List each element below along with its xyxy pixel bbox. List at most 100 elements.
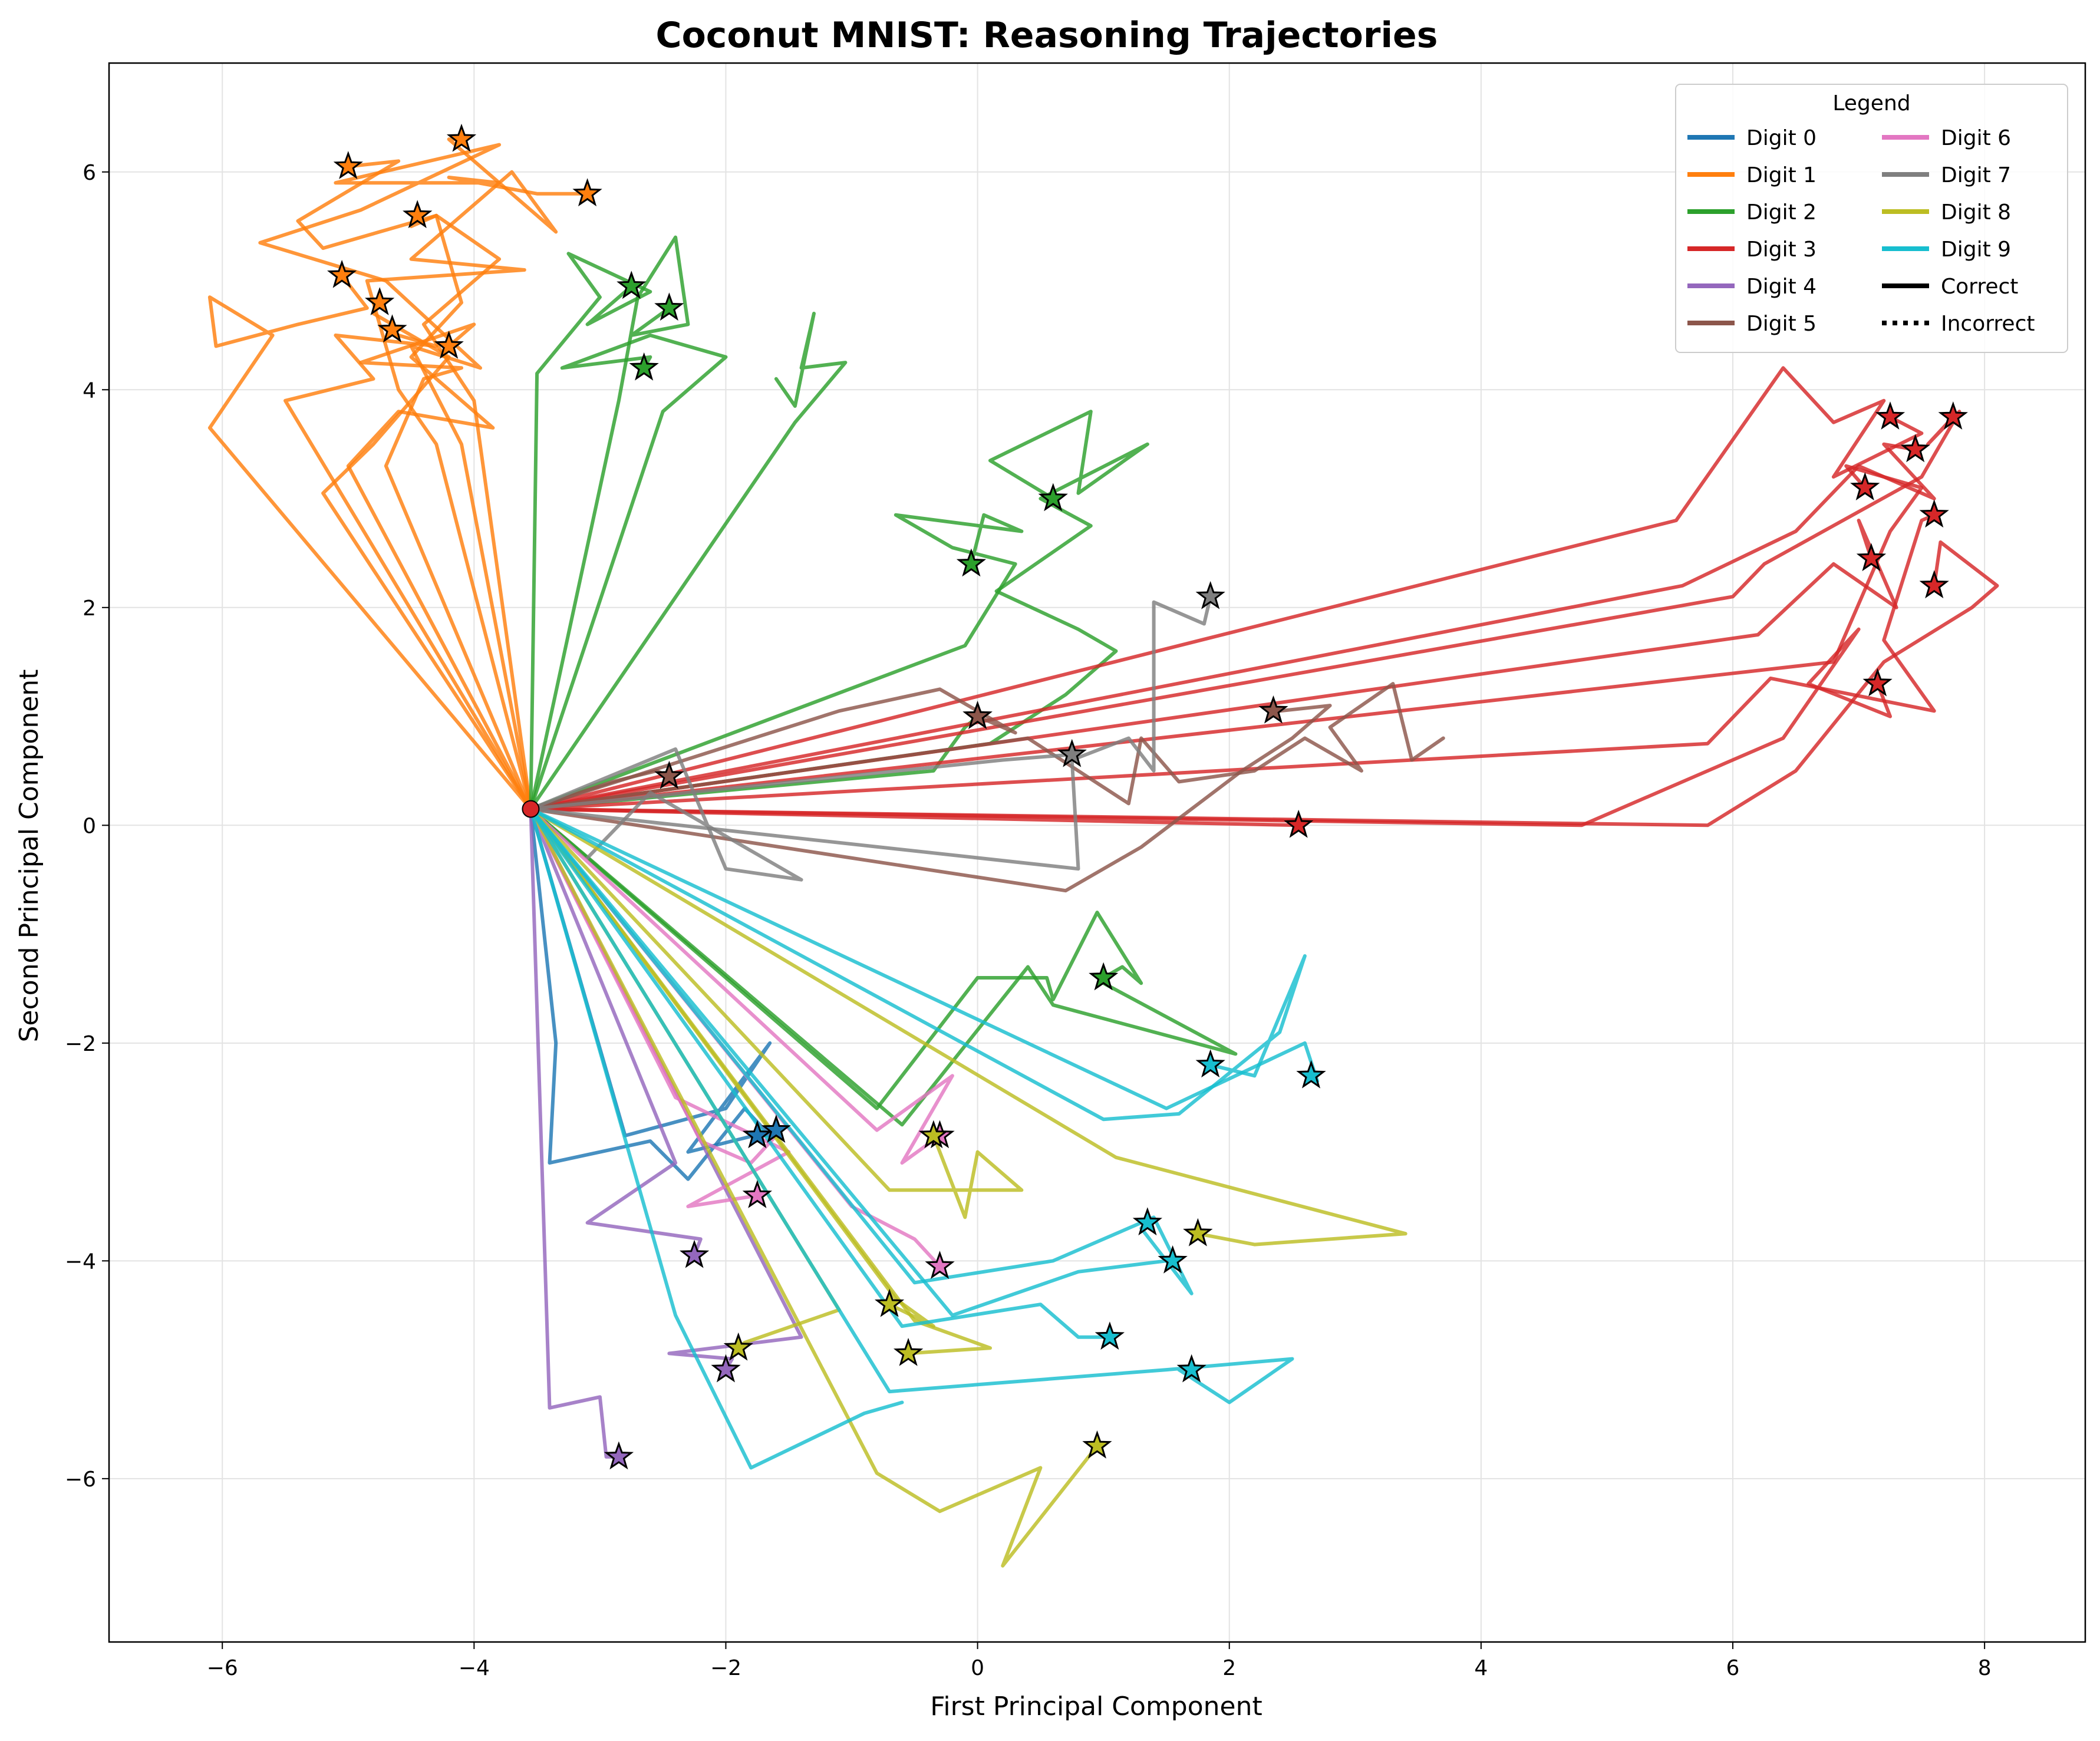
trajectory-line-digit-3	[529, 410, 1961, 811]
origin-point	[522, 800, 540, 818]
end-star-digit-1	[327, 259, 357, 288]
legend-label: Digit 3	[1746, 238, 1817, 262]
end-star-digit-3	[1862, 668, 1893, 697]
trajectory-line-digit-4	[529, 807, 703, 1258]
end-star-digit-3	[1875, 401, 1906, 430]
end-star-digit-3	[1900, 434, 1930, 463]
y-tick-label: 0	[83, 814, 96, 838]
x-tick-label: −2	[710, 1656, 741, 1680]
legend-label: Digit 8	[1941, 200, 2011, 225]
trajectory-line-digit-3	[529, 513, 1936, 811]
x-tick-label: 8	[1978, 1656, 1992, 1680]
end-star-digit-5	[962, 701, 993, 729]
end-star-digit-9	[1158, 1245, 1188, 1274]
legend-label: Digit 4	[1746, 275, 1817, 299]
trajectory-line-digit-7	[529, 747, 803, 882]
y-tick-label: 2	[83, 596, 96, 621]
x-tick-label: −4	[459, 1656, 490, 1680]
end-star-digit-7	[1195, 581, 1225, 609]
trajectory-line-digit-2	[529, 333, 728, 811]
trajectory-line-digit-3	[529, 540, 1999, 827]
trajectory-lines	[207, 137, 1999, 1568]
end-star-digit-1	[446, 123, 477, 152]
trajectory-line-digit-9	[529, 807, 1294, 1404]
end-star-digit-9	[1296, 1060, 1326, 1089]
x-tick-label: 2	[1222, 1656, 1236, 1680]
trajectory-line-digit-9	[529, 807, 904, 1470]
end-star-digit-2	[654, 292, 684, 321]
end-star-digit-1	[377, 314, 407, 343]
x-tick-label: 4	[1474, 1656, 1488, 1680]
trajectory-line-digit-7	[529, 595, 1212, 871]
end-star-digit-3	[1919, 499, 1949, 528]
end-star-digit-3	[1919, 570, 1949, 599]
end-star-digit-1	[403, 200, 433, 229]
end-star-digit-5	[1258, 695, 1288, 724]
end-star-digit-1	[364, 287, 395, 315]
end-star-digit-1	[572, 178, 602, 207]
trajectory-line-digit-5	[529, 682, 1445, 811]
y-tick-label: −2	[65, 1032, 96, 1056]
trajectory-line-digit-2	[529, 311, 848, 811]
end-star-digit-3	[1938, 401, 1968, 430]
trajectory-line-digit-2	[529, 513, 1024, 811]
trajectory-line-digit-4	[529, 807, 803, 1372]
trajectory-line-digit-1	[321, 301, 533, 811]
end-star-digit-8	[1082, 1430, 1112, 1459]
legend-label: Digit 2	[1746, 200, 1817, 225]
end-star-digit-8	[874, 1288, 905, 1317]
trajectory-line-digit-2	[529, 235, 690, 811]
trajectory-line-digit-2	[529, 252, 652, 811]
end-star-digit-5	[654, 760, 684, 789]
trajectory-line-digit-3	[529, 519, 1898, 811]
trajectory-line-digit-3	[529, 464, 1924, 811]
end-star-digit-4	[680, 1239, 710, 1268]
legend-label: Digit 7	[1941, 163, 2011, 187]
end-star-digit-2	[617, 271, 647, 299]
legend-label: Correct	[1941, 275, 2018, 299]
y-axis-label: Second Principal Component	[14, 670, 44, 1043]
end-star-digit-3	[1856, 543, 1887, 572]
end-star-digit-2	[1038, 483, 1068, 512]
legend-title: Legend	[1832, 91, 1910, 116]
end-star-digit-6	[742, 1180, 773, 1208]
trajectory-line-digit-3	[529, 627, 1892, 827]
end-star-digit-1	[434, 330, 464, 359]
end-star-digit-2	[629, 352, 659, 381]
trajectory-line-digit-8	[529, 807, 992, 1356]
trajectory-line-digit-8	[529, 807, 1099, 1568]
trajectory-line-digit-9	[529, 807, 1112, 1339]
trajectory-line-digit-1	[207, 273, 533, 811]
chart-title: Coconut MNIST: Reasoning Trajectories	[656, 15, 1438, 56]
y-tick-label: 6	[83, 161, 96, 185]
trajectory-line-digit-7	[529, 753, 1074, 811]
end-star-digit-2	[956, 548, 987, 577]
trajectory-line-digit-1	[258, 143, 589, 811]
trajectory-line-digit-3	[529, 807, 1301, 827]
end-star-digit-3	[1850, 472, 1880, 500]
y-tick-label: −6	[65, 1468, 96, 1492]
end-markers	[327, 123, 1968, 1470]
trajectory-line-digit-3	[529, 442, 1936, 811]
trajectory-line-digit-1	[359, 322, 533, 811]
end-star-digit-4	[711, 1354, 741, 1383]
legend-label: Incorrect	[1941, 312, 2035, 336]
end-star-digit-3	[1284, 809, 1314, 838]
trajectory-line-digit-6	[529, 807, 954, 1165]
end-star-digit-9	[1176, 1354, 1206, 1383]
end-star-digit-4	[604, 1441, 634, 1470]
end-star-digit-8	[893, 1337, 924, 1366]
trajectory-line-digit-2	[529, 807, 1238, 1127]
legend-label: Digit 6	[1941, 126, 2011, 150]
trajectory-line-digit-1	[296, 159, 533, 811]
y-tick-label: −4	[65, 1249, 96, 1274]
end-star-digit-9	[1094, 1321, 1125, 1350]
x-tick-label: −6	[207, 1656, 238, 1680]
end-star-digit-9	[1195, 1049, 1225, 1078]
trajectory-line-digit-5	[529, 687, 1017, 811]
trajectory-line-digit-5	[529, 704, 1332, 893]
end-star-digit-8	[723, 1332, 754, 1361]
legend-label: Digit 1	[1746, 163, 1817, 187]
end-star-digit-2	[1089, 962, 1119, 991]
x-tick-label: 6	[1726, 1656, 1740, 1680]
